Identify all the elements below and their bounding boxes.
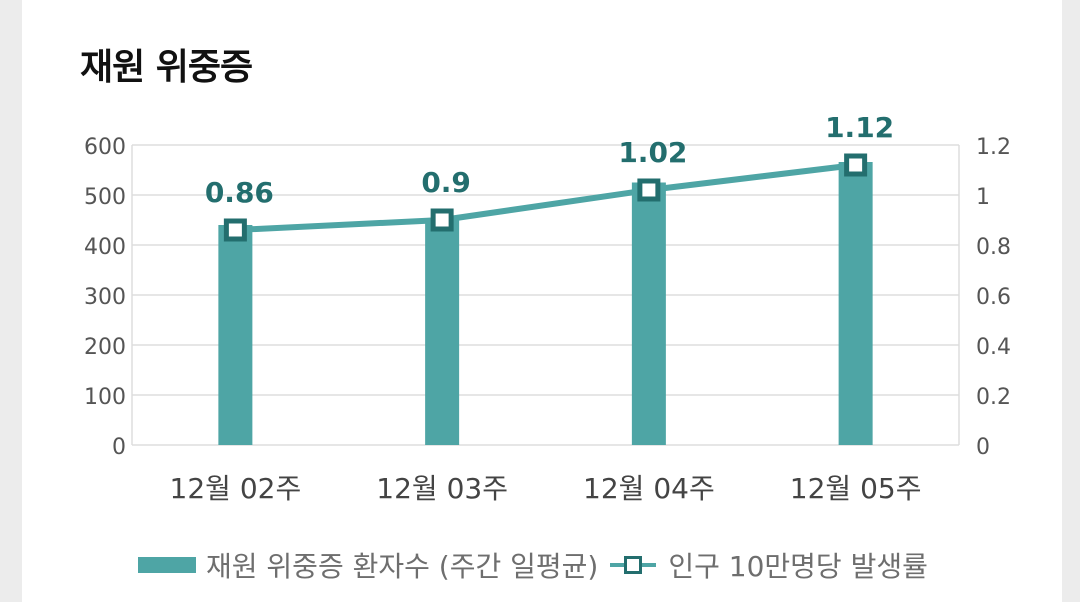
data-label: 0.9	[421, 166, 471, 199]
y-left-tick-label: 600	[84, 135, 126, 160]
legend-line-marker-icon	[610, 556, 657, 574]
data-label: 1.12	[825, 111, 894, 144]
series-line	[235, 162, 856, 233]
y-left-tick-label: 0	[112, 435, 126, 460]
bar	[218, 225, 253, 445]
y-left-tick-label: 300	[84, 285, 126, 310]
y-left-tick-label: 200	[84, 335, 126, 360]
legend-item-bar: 재원 위중증 환자수 (주간 일평균)	[138, 545, 598, 585]
x-tick-label: 12월 03주	[376, 472, 508, 505]
legend-bar-swatch	[138, 557, 196, 573]
y-right-tick-label: 0	[976, 435, 990, 460]
chart-card: 재원 위중증 0 100 200 300 400 500 600 0 0.2 0.4 0.6 0.8 1…	[22, 0, 1062, 602]
legend-label-bar: 재원 위중증 환자수 (주간 일평균)	[206, 550, 599, 583]
y-right-tick-label: 0.4	[976, 335, 1011, 360]
y-right-tick-label: 0.8	[976, 235, 1011, 260]
y-left-tick-label: 100	[84, 385, 126, 410]
y-left-tick-label: 500	[84, 185, 126, 210]
line-marker	[223, 218, 247, 242]
line-marker	[637, 178, 661, 202]
chart-legend: 재원 위중증 환자수 (주간 일평균) 인구 10만명당 발생률	[138, 540, 928, 590]
bar	[631, 182, 666, 445]
legend-label-line: 인구 10만명당 발생률	[668, 550, 928, 583]
y-right-tick-label: 0.2	[976, 385, 1011, 410]
y-left-tick-label: 400	[84, 235, 126, 260]
y-right-tick-label: 1	[976, 185, 990, 210]
bar	[838, 162, 873, 445]
combo-chart: 0 100 200 300 400 500 600 0 0.2 0.4 0.6 0.8 1 1.2 12월 …	[84, 111, 1011, 505]
data-label: 0.86	[205, 176, 274, 209]
x-tick-label: 12월 02주	[170, 472, 302, 505]
y-right-tick-label: 0.6	[976, 285, 1011, 310]
x-tick-label: 12월 05주	[790, 472, 922, 505]
chart-title: 재원 위중증	[80, 47, 253, 88]
y-right-tick-label: 1.2	[976, 135, 1011, 160]
line-marker	[844, 153, 868, 177]
bar	[425, 219, 460, 445]
line-marker	[430, 208, 454, 232]
x-tick-label: 12월 04주	[583, 472, 715, 505]
data-label: 1.02	[618, 136, 687, 169]
legend-item-line: 인구 10만명당 발생률	[598, 545, 928, 585]
